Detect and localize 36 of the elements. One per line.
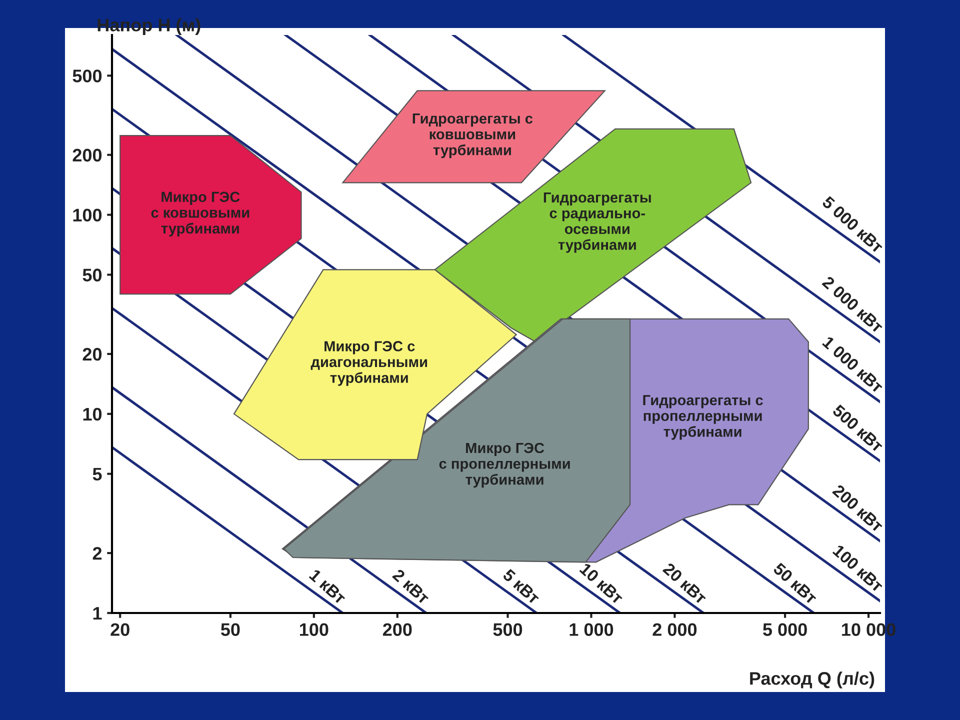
- series-label: Микро ГЭС с пропеллерными турбинами: [439, 442, 570, 488]
- series-label: Микро ГЭС с диагональными турбинами: [310, 341, 428, 386]
- y-tick-label: 500: [72, 70, 102, 82]
- text: 2 кВт: [392, 568, 430, 605]
- text: 2 000 кВт: [822, 276, 884, 334]
- series-label: Гидроагрегаты с радиально- осевыми турбинами: [544, 192, 651, 253]
- x-tick-label: 50: [220, 623, 240, 636]
- y-tick-label: 200: [72, 148, 102, 162]
- x-tick-label: 20: [110, 623, 130, 636]
- x-tick-label: 5 000: [763, 623, 807, 636]
- text: 20 кВт: [662, 562, 708, 605]
- series-label: Микро ГЭС с ковшовыми турбинами: [151, 192, 250, 237]
- y-tick-label: 20: [82, 348, 102, 361]
- text: 500 кВт: [832, 404, 884, 453]
- x-tick-label: 1 000: [570, 623, 614, 636]
- text: 1 кВт: [308, 568, 347, 605]
- text: 50 кВт: [772, 562, 818, 605]
- text: 10 кВт: [579, 562, 624, 605]
- y-tick-label: 100: [73, 208, 102, 222]
- x-tick-label: 100: [300, 623, 328, 636]
- x-axis-title: Расход Q (л/с): [750, 672, 874, 688]
- x-tick-label: 500: [493, 623, 522, 636]
- text: 5 кВт: [502, 568, 541, 605]
- text: 100 кВт: [832, 544, 884, 593]
- series-label: Гидроагрегаты с пропеллерными турбинами: [643, 395, 763, 440]
- y-tick-label: 1: [93, 607, 102, 620]
- y-tick-label: 2: [92, 547, 102, 560]
- y-tick-label: 5: [92, 468, 102, 481]
- series-label: Гидроагрегаты с ковшовыми турбинами: [412, 114, 533, 158]
- y-tick-label: 50: [82, 268, 102, 282]
- x-tick-label: 200: [382, 623, 412, 636]
- y-tick-label: 10: [83, 408, 102, 421]
- text: 1 000 кВт: [822, 336, 884, 394]
- x-tick-label: 2 000: [652, 623, 697, 636]
- text: 200 кВт: [832, 484, 884, 533]
- text: 5 000 кВт: [822, 196, 884, 254]
